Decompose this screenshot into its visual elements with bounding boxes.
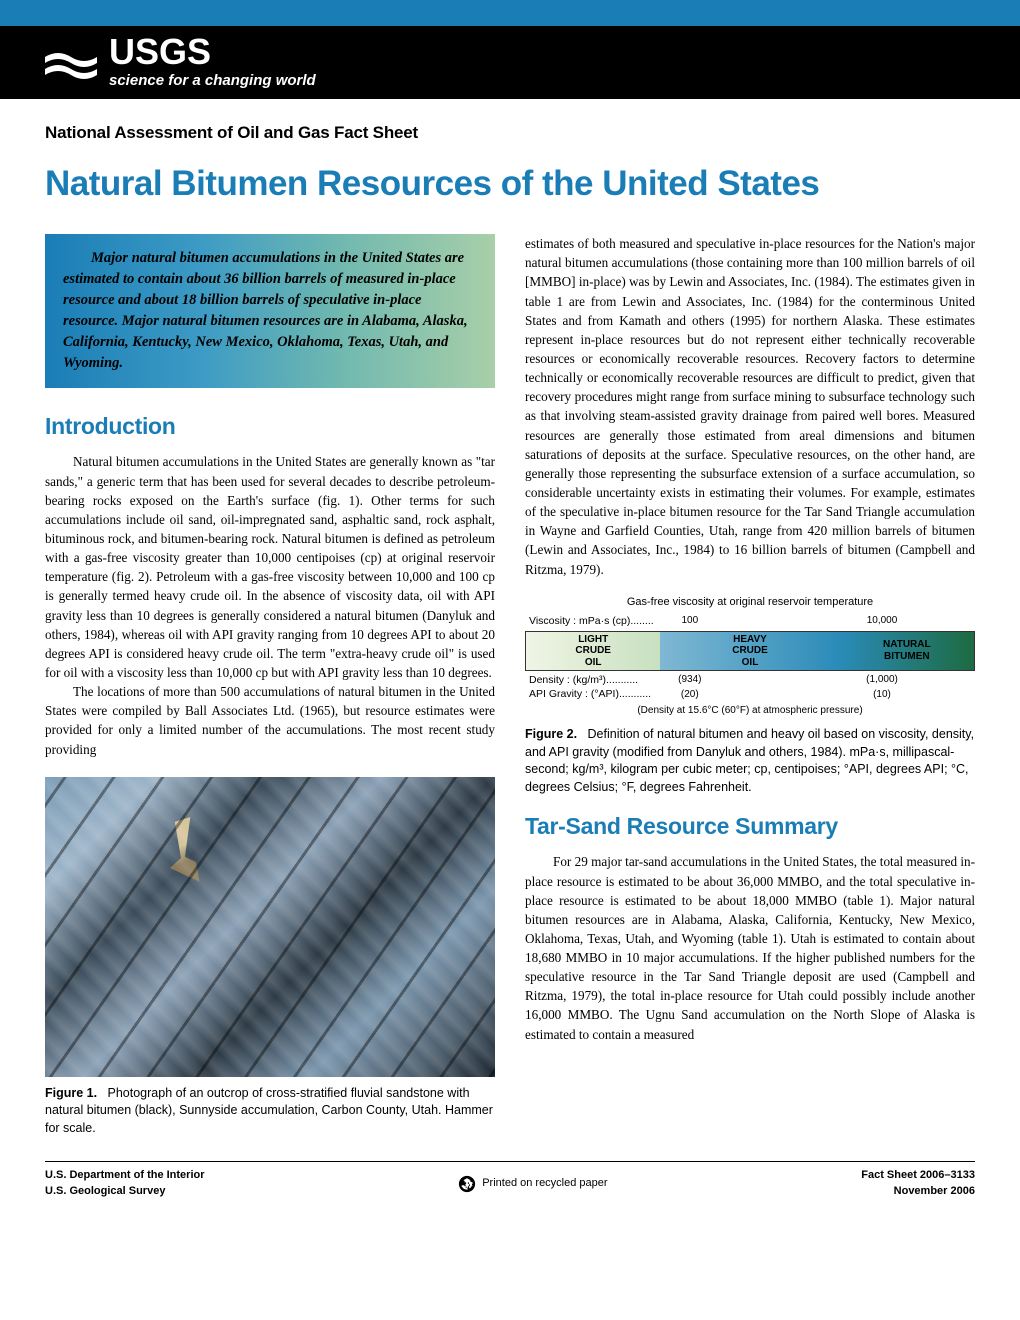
api-label: API Gravity : (°API)........... xyxy=(525,687,665,702)
api-tick-right: (10) xyxy=(873,688,891,702)
tarsand-paragraph-1: For 29 major tar-sand accumulations in t… xyxy=(525,852,975,1043)
viscosity-label: Viscosity : mPa·s (cp)........ xyxy=(525,614,665,629)
logo-band: USGS science for a changing world xyxy=(0,26,1020,99)
usgs-logo-name: USGS xyxy=(109,36,316,68)
figure-2-footnote: (Density at 15.6°C (60°F) at atmospheric… xyxy=(525,704,975,718)
api-row: API Gravity : (°API)........... (20) (10… xyxy=(525,687,975,702)
content-area: National Assessment of Oil and Gas Fact … xyxy=(0,99,1020,1147)
summary-highlight-box: Major natural bitumen accumulations in t… xyxy=(45,234,495,388)
intro-paragraph-2: The locations of more than 500 accumulat… xyxy=(45,682,495,759)
footer-pub-date: November 2006 xyxy=(894,1185,975,1197)
density-row: Density : (kg/m³)........... (934) (1,00… xyxy=(525,673,975,688)
segment-heavy-crude: HEAVY CRUDE OIL xyxy=(660,632,839,670)
summary-text: Major natural bitumen accumulations in t… xyxy=(63,248,477,374)
intro-heading: Introduction xyxy=(45,410,495,442)
figure-1-photo xyxy=(45,777,495,1077)
density-tick-right: (1,000) xyxy=(866,673,898,687)
figure-2-caption-text: Definition of natural bitumen and heavy … xyxy=(525,727,974,794)
right-paragraph-1: estimates of both measured and speculati… xyxy=(525,234,975,579)
viscosity-row: Viscosity : mPa·s (cp)........ 100 10,00… xyxy=(525,614,975,629)
usgs-text-block: USGS science for a changing world xyxy=(109,36,316,91)
viscosity-tick-right: 10,000 xyxy=(867,614,898,628)
segment-natural-bitumen: NATURAL BITUMEN xyxy=(840,632,974,670)
right-column: estimates of both measured and speculati… xyxy=(525,234,975,1137)
footer-recycled: Printed on recycled paper xyxy=(482,1176,607,1191)
figure-2-top-title: Gas-free viscosity at original reservoir… xyxy=(525,595,975,610)
recycle-icon xyxy=(458,1175,476,1193)
density-label: Density : (kg/m³)........... xyxy=(525,673,665,688)
figure-1-caption-text: Photograph of an outcrop of cross-strati… xyxy=(45,1086,493,1135)
tarsand-heading: Tar-Sand Resource Summary xyxy=(525,810,975,842)
figure-1-caption: Figure 1. Photograph of an outcrop of cr… xyxy=(45,1085,495,1138)
page: USGS science for a changing world Nation… xyxy=(0,0,1020,1219)
density-tick-left: (934) xyxy=(678,673,701,687)
segment-light-crude: LIGHT CRUDE OIL xyxy=(526,632,660,670)
api-tick-left: (20) xyxy=(681,688,699,702)
usgs-wave-icon xyxy=(45,45,97,83)
series-title: National Assessment of Oil and Gas Fact … xyxy=(45,121,975,145)
page-footer: U.S. Department of the Interior U.S. Geo… xyxy=(45,1161,975,1219)
figure-1-label: Figure 1. xyxy=(45,1086,97,1100)
viscosity-scale: 100 10,000 xyxy=(665,614,975,628)
api-scale: (20) (10) xyxy=(665,688,975,702)
figure-2-gradient-bar: LIGHT CRUDE OIL HEAVY CRUDE OIL NATURAL … xyxy=(525,631,975,671)
document-title: Natural Bitumen Resources of the United … xyxy=(45,159,975,208)
footer-center: Printed on recycled paper xyxy=(458,1175,607,1193)
intro-paragraph-1: Natural bitumen accumulations in the Uni… xyxy=(45,452,495,682)
density-scale: (934) (1,000) xyxy=(665,673,975,687)
figure-2-caption: Figure 2. Definition of natural bitumen … xyxy=(525,726,975,796)
footer-dept: U.S. Department of the Interior xyxy=(45,1169,205,1181)
left-column: Major natural bitumen accumulations in t… xyxy=(45,234,495,1137)
footer-left: U.S. Department of the Interior U.S. Geo… xyxy=(45,1168,205,1199)
usgs-logo-tagline: science for a changing world xyxy=(109,70,316,91)
figure-2-label: Figure 2. xyxy=(525,727,577,741)
viscosity-tick-left: 100 xyxy=(681,614,698,628)
two-column-layout: Major natural bitumen accumulations in t… xyxy=(45,234,975,1137)
footer-right: Fact Sheet 2006–3133 November 2006 xyxy=(861,1168,975,1199)
footer-agency: U.S. Geological Survey xyxy=(45,1185,165,1197)
figure-2-chart: Gas-free viscosity at original reservoir… xyxy=(525,595,975,718)
top-color-band xyxy=(0,0,1020,26)
footer-pub-id: Fact Sheet 2006–3133 xyxy=(861,1169,975,1181)
